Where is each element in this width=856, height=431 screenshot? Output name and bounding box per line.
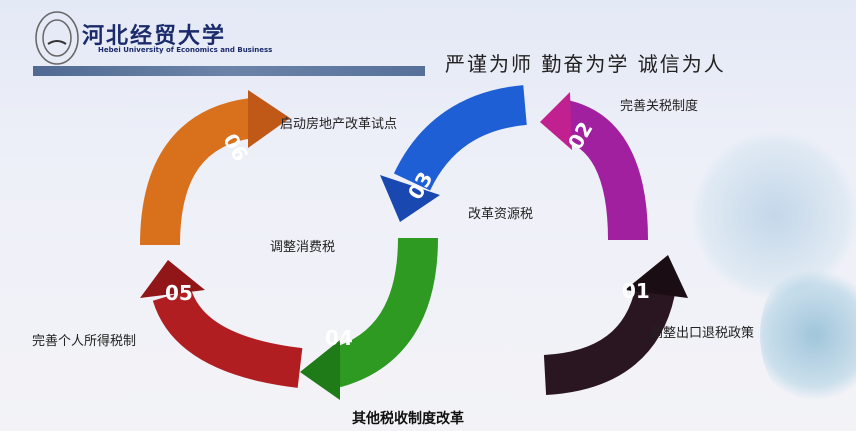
header-divider — [33, 66, 425, 76]
arrow-03 — [380, 85, 528, 222]
step-label: 调整出口退税政策 — [650, 326, 755, 341]
watercolor-decoration — [690, 130, 856, 300]
step-number: 04 — [325, 326, 353, 350]
motto: 严谨为师 勤奋为学 诚信为人 — [445, 52, 726, 76]
step-number: 05 — [165, 281, 193, 305]
university-name: 河北经贸大学 — [82, 23, 227, 49]
step-label: 完善关税制度 — [620, 99, 699, 114]
university-seal-logo — [35, 11, 79, 65]
watercolor-decoration — [760, 260, 856, 410]
arrow-04 — [300, 237, 438, 400]
step-label: 改革资源税 — [468, 207, 534, 222]
step-label: 启动房地产改革试点 — [280, 117, 398, 132]
arrow-02 — [540, 92, 648, 241]
diagram-caption: 其他税收制度改革 — [352, 411, 464, 427]
step-number: 01 — [622, 279, 650, 303]
arrow-05 — [140, 260, 303, 388]
step-label: 调整消费税 — [270, 240, 336, 255]
step-label: 完善个人所得税制 — [32, 334, 137, 349]
arrow-06 — [140, 90, 290, 246]
arrow-01 — [543, 255, 688, 395]
university-name-en: Hebei University of Economics and Busine… — [98, 46, 273, 54]
